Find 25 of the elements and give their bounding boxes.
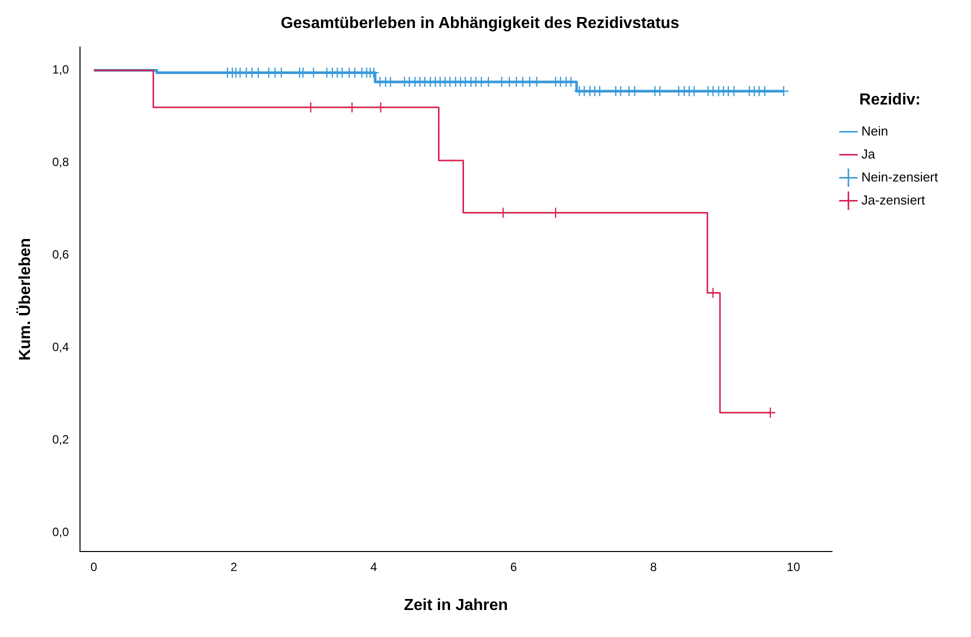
y-tick-label: 0,8 — [52, 155, 70, 170]
y-tick-label: 0,0 — [52, 525, 70, 540]
x-tick-label: 10 — [786, 560, 800, 574]
point — [375, 102, 386, 113]
x-tick-label: 4 — [370, 560, 378, 574]
x-tick-label: 0 — [90, 560, 98, 574]
x-axis-title: Zeit in Jahren — [404, 596, 508, 614]
y-tick-label: 0,4 — [52, 340, 70, 354]
legend-label: Nein — [861, 123, 888, 138]
y-tick-label: 1,0 — [52, 62, 70, 77]
y-tick-label: 0,6 — [52, 248, 70, 262]
y-tick-label: 0,2 — [52, 432, 70, 447]
legend-title: Rezidiv: — [859, 91, 921, 108]
point — [764, 407, 776, 418]
legend-label: Nein-zensiert — [861, 169, 938, 184]
point — [346, 102, 358, 113]
x-tick-label: 6 — [510, 560, 518, 574]
point — [707, 287, 719, 298]
y-axis-title: Kum. Überleben — [16, 238, 34, 361]
point — [305, 102, 316, 113]
x-tick-label: 8 — [650, 560, 658, 574]
chart-title: Gesamtüberleben in Abhängigkeit des Rezidivstatus — [280, 15, 680, 32]
legend-label: Ja-zensiert — [861, 192, 926, 208]
x-tick-label: 2 — [230, 560, 238, 574]
legend-label: Ja — [861, 146, 876, 162]
